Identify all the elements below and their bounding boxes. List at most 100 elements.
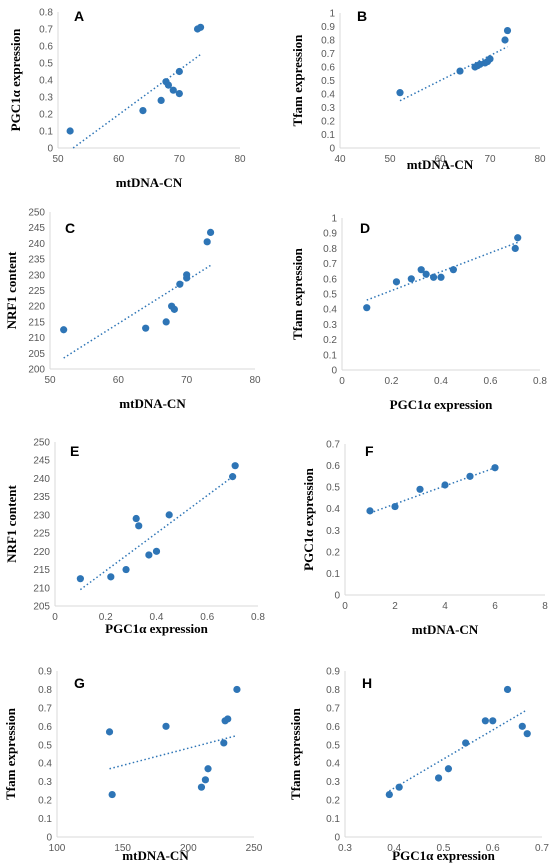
data-point xyxy=(231,462,239,470)
data-point xyxy=(501,36,509,44)
x-tick-label: 150 xyxy=(114,843,131,854)
y-tick-label: 200 xyxy=(28,365,45,376)
data-point xyxy=(196,23,205,31)
scatter-panel-e: 205 210 215 220 225 230 235 240 245 250 0 0.2 0.4 0.6… xyxy=(4,438,265,637)
data-point xyxy=(175,67,183,76)
y-tick-label: 0.8 xyxy=(38,685,52,696)
x-axis-label: PGC1α expression xyxy=(392,848,495,863)
y-tick-label: 1 xyxy=(331,214,337,225)
y-tick-label: 0 xyxy=(46,833,52,844)
y-tick-label: 0.6 xyxy=(321,63,335,74)
y-axis-label: NRF1 content xyxy=(4,485,19,563)
y-tick-label: 215 xyxy=(28,317,45,328)
y-tick-label: 0.5 xyxy=(38,740,52,751)
x-tick-label: 70 xyxy=(181,375,193,386)
trendline xyxy=(79,474,236,591)
scatter-panel-g: 0 0.1 0.2 0.3 0.4 0.5 0.6 0.7 0.8 0.9 100 150 200 250… xyxy=(3,667,263,864)
x-tick-label: 80 xyxy=(534,154,546,165)
y-tick-label: 225 xyxy=(33,529,50,540)
y-tick-label: 0 xyxy=(334,833,340,844)
data-point xyxy=(444,765,453,773)
data-point xyxy=(152,547,161,555)
data-point xyxy=(224,715,232,723)
panel-letter: F xyxy=(365,443,374,459)
trendline xyxy=(72,53,202,149)
data-point xyxy=(122,565,130,574)
y-tick-label: 0.4 xyxy=(323,305,337,316)
data-point xyxy=(105,728,114,736)
trendline xyxy=(369,467,496,514)
x-axis-label: mtDNA-CN xyxy=(412,622,479,637)
x-tick-label: 50 xyxy=(52,154,64,165)
panel-letter: B xyxy=(357,8,367,24)
data-point xyxy=(417,266,425,274)
x-tick-label: 0.2 xyxy=(99,612,113,623)
y-tick-label: 245 xyxy=(33,456,50,467)
data-point xyxy=(466,472,474,480)
x-tick-label: 0.4 xyxy=(387,843,401,854)
data-point xyxy=(135,522,143,530)
y-tick-label: 1 xyxy=(329,9,335,20)
x-tick-label: 80 xyxy=(249,375,261,386)
y-axis-label: Tfam expression xyxy=(3,707,18,800)
y-tick-label: 0.6 xyxy=(39,42,53,53)
x-axis-label: mtDNA-CN xyxy=(119,396,186,411)
scatter-panel-a: 0 0.1 0.2 0.3 0.4 0.5 0.6 0.7 0.8 50 60 70 80 AmtDNA-… xyxy=(8,8,246,191)
y-tick-label: 250 xyxy=(28,208,45,219)
x-tick-label: 80 xyxy=(234,154,246,165)
y-tick-label: 0.4 xyxy=(326,504,340,515)
y-tick-label: 0.9 xyxy=(38,667,52,678)
y-tick-label: 0.6 xyxy=(323,274,337,285)
scatter-panel-d: 0 0.1 0.2 0.3 0.4 0.5 0.6 0.7 0.8 0.9 1 0 0.2 0.4 0.6 0… xyxy=(290,214,547,413)
y-tick-label: 0.6 xyxy=(38,722,52,733)
x-tick-label: 4 xyxy=(442,601,448,612)
data-point xyxy=(416,485,424,493)
y-tick-label: 0.6 xyxy=(326,722,340,733)
panel-letter: D xyxy=(360,220,370,236)
data-point xyxy=(108,790,116,799)
x-tick-label: 0 xyxy=(339,376,345,387)
x-tick-label: 50 xyxy=(44,375,56,386)
data-point xyxy=(422,270,430,278)
y-tick-label: 240 xyxy=(28,239,45,250)
y-tick-label: 0.5 xyxy=(326,740,340,751)
trendline xyxy=(109,734,238,770)
y-tick-label: 0.4 xyxy=(321,90,335,101)
y-tick-label: 250 xyxy=(33,438,50,449)
data-point xyxy=(518,722,526,730)
y-tick-label: 0.5 xyxy=(39,59,53,70)
y-tick-label: 205 xyxy=(33,602,50,613)
y-tick-label: 220 xyxy=(33,547,50,558)
data-point xyxy=(165,511,173,519)
x-tick-label: 200 xyxy=(180,843,197,854)
data-point xyxy=(145,551,153,559)
x-tick-label: 0.6 xyxy=(200,612,214,623)
y-tick-label: 0.1 xyxy=(39,127,53,138)
y-axis-label: Tfam expression xyxy=(290,247,305,340)
y-tick-label: 0.7 xyxy=(326,440,340,451)
data-point xyxy=(503,26,512,35)
y-tick-label: 0.3 xyxy=(326,777,340,788)
y-tick-label: 0.6 xyxy=(326,461,340,472)
y-tick-label: 0.1 xyxy=(326,569,340,580)
trendline xyxy=(399,46,508,102)
y-tick-label: 0.7 xyxy=(323,259,337,270)
y-axis-label: PGC1α expression xyxy=(301,467,316,570)
x-tick-label: 100 xyxy=(49,843,66,854)
y-tick-label: 0.7 xyxy=(38,703,52,714)
y-tick-label: 0.1 xyxy=(326,814,340,825)
y-tick-label: 0.2 xyxy=(326,547,340,558)
y-tick-label: 0.8 xyxy=(323,244,337,255)
scatter-panel-b: 0 0.1 0.2 0.3 0.4 0.5 0.6 0.7 0.8 0.9 1 40 50 60 70 80 B… xyxy=(290,8,546,172)
data-point xyxy=(175,90,183,98)
data-point xyxy=(170,305,178,313)
data-point xyxy=(462,739,470,747)
panel-letter: C xyxy=(65,220,75,236)
x-axis-label: PGC1α expression xyxy=(390,397,493,412)
x-axis-label: PGC1α expression xyxy=(105,621,208,636)
data-point xyxy=(385,790,393,799)
data-point xyxy=(107,573,115,581)
y-tick-label: 0.4 xyxy=(38,759,52,770)
x-tick-label: 0.8 xyxy=(533,376,547,387)
